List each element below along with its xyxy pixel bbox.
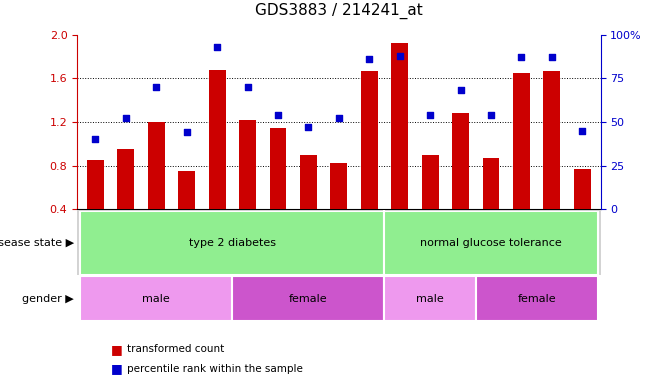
Bar (513, 73, 530, 209)
Bar (209, 70, 225, 209)
Point (181, 129, 192, 136)
Text: GSM572816: GSM572816 (243, 214, 252, 266)
Point (364, 56, 374, 62)
Text: GSM572800: GSM572800 (395, 214, 404, 266)
Text: GSM572810: GSM572810 (304, 214, 313, 266)
Point (212, 44, 223, 50)
Bar (384, 276, 476, 321)
Point (395, 53, 405, 59)
Bar (361, 71, 378, 209)
Point (272, 112, 283, 118)
Text: GSM572804: GSM572804 (456, 214, 465, 266)
Text: GSM572802: GSM572802 (517, 214, 526, 266)
Text: GSM572805: GSM572805 (486, 214, 495, 266)
Bar (544, 71, 560, 209)
Bar (452, 113, 469, 209)
Bar (87, 160, 104, 209)
Text: GSM572814: GSM572814 (365, 214, 374, 266)
Bar (422, 155, 439, 209)
Text: male: male (142, 293, 170, 304)
Point (577, 127, 588, 134)
Bar (482, 158, 499, 209)
Point (455, 88, 466, 94)
Text: GSM572806: GSM572806 (578, 214, 586, 266)
Point (516, 54, 527, 60)
Text: female: female (289, 293, 327, 304)
Point (425, 112, 435, 118)
Bar (391, 43, 408, 209)
Bar (117, 149, 134, 209)
Text: GSM572815: GSM572815 (213, 214, 221, 266)
Text: GSM572809: GSM572809 (121, 214, 130, 266)
Point (242, 84, 253, 90)
Text: ■: ■ (111, 343, 123, 356)
Text: ■: ■ (111, 362, 123, 375)
Point (486, 112, 497, 118)
Text: GSM572803: GSM572803 (548, 214, 556, 266)
Point (151, 84, 162, 90)
Text: GSM572807: GSM572807 (274, 214, 282, 266)
Bar (148, 122, 164, 209)
Text: GSM572808: GSM572808 (91, 214, 100, 266)
Bar (81, 276, 232, 321)
Text: GSM572801: GSM572801 (425, 214, 435, 266)
Bar (300, 155, 317, 209)
Text: normal glucose tolerance: normal glucose tolerance (420, 238, 562, 248)
Text: disease state ▶: disease state ▶ (0, 238, 74, 248)
Text: type 2 diabetes: type 2 diabetes (189, 238, 276, 248)
Text: GSM572813: GSM572813 (183, 214, 191, 266)
Bar (81, 211, 384, 275)
Bar (232, 276, 384, 321)
Bar (574, 169, 590, 209)
Bar (476, 276, 597, 321)
Text: GSM572812: GSM572812 (334, 214, 344, 266)
Bar (178, 171, 195, 209)
Text: transformed count: transformed count (127, 344, 225, 354)
Point (303, 124, 314, 130)
Bar (384, 211, 597, 275)
Bar (239, 120, 256, 209)
Point (333, 115, 344, 121)
Bar (270, 129, 287, 209)
Text: percentile rank within the sample: percentile rank within the sample (127, 364, 303, 374)
Text: GDS3883 / 214241_at: GDS3883 / 214241_at (255, 3, 423, 19)
Text: male: male (416, 293, 444, 304)
Bar (331, 164, 347, 209)
Text: gender ▶: gender ▶ (22, 293, 74, 304)
Point (546, 54, 557, 60)
Point (90, 136, 101, 142)
Text: GSM572811: GSM572811 (152, 214, 161, 266)
Point (121, 115, 132, 121)
Text: female: female (517, 293, 556, 304)
